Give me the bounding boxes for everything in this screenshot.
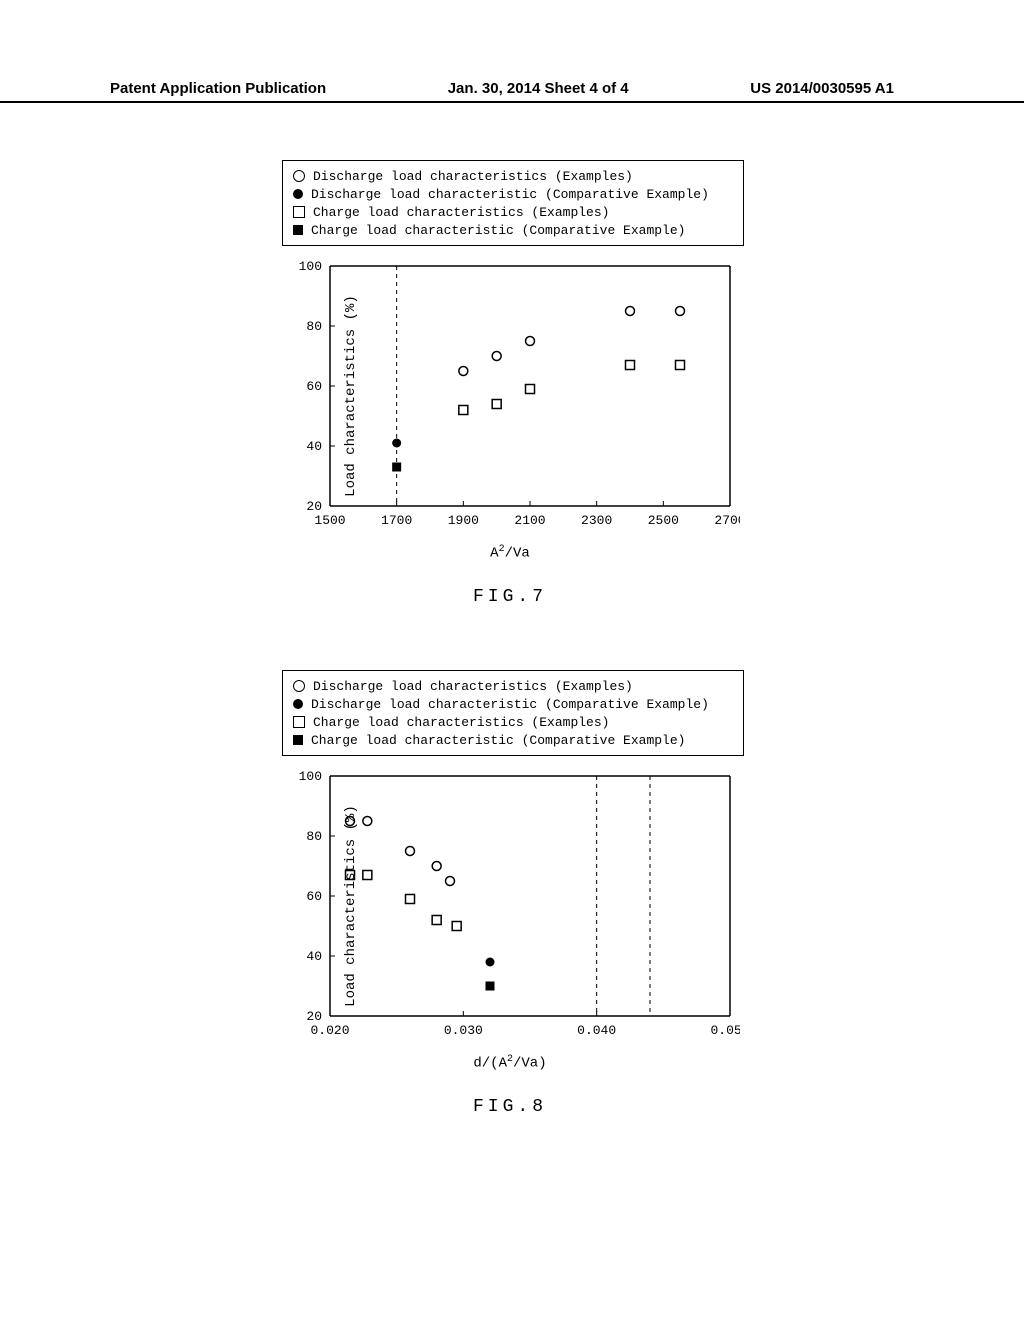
svg-text:40: 40 <box>306 949 322 964</box>
header-right: US 2014/0030595 A1 <box>750 80 894 97</box>
legend-row: Charge load characteristic (Comparative … <box>293 221 733 239</box>
xlabel-7: A2/Va <box>280 544 740 562</box>
marker-square-filled-icon <box>293 735 303 745</box>
ylabel-8: Load characteristics (%) <box>343 805 359 1007</box>
svg-text:40: 40 <box>306 439 322 454</box>
legend-text: Discharge load characteristic (Comparati… <box>311 187 709 202</box>
svg-text:0.040: 0.040 <box>577 1023 616 1038</box>
legend-row: Discharge load characteristics (Examples… <box>293 167 733 185</box>
svg-text:100: 100 <box>299 769 322 784</box>
legend-text: Discharge load characteristics (Examples… <box>313 169 633 184</box>
figure-7-wrapper: Discharge load characteristics (Examples… <box>200 160 800 607</box>
ylabel-7: Load characteristics (%) <box>343 295 359 497</box>
svg-text:0.030: 0.030 <box>444 1023 483 1038</box>
marker-square-open-icon <box>293 206 305 218</box>
legend-text: Charge load characteristic (Comparative … <box>311 223 685 238</box>
caption-7: FIG.7 <box>280 587 740 607</box>
caption-8: FIG.8 <box>280 1097 740 1117</box>
legend-box-7: Discharge load characteristics (Examples… <box>282 160 744 246</box>
plot-area-8: Load characteristics (%) 20 40 60 80 100 0.02… <box>280 766 800 1046</box>
svg-text:100: 100 <box>299 259 322 274</box>
legend-box-8: Discharge load characteristics (Examples… <box>282 670 744 756</box>
legend-row: Discharge load characteristics (Examples… <box>293 677 733 695</box>
svg-text:80: 80 <box>306 829 322 844</box>
marker-circle-open-icon <box>293 680 305 692</box>
marker-square-open-icon <box>293 716 305 728</box>
plot-area-7: Load characteristics (%) 20 40 60 80 100 1500… <box>280 256 800 536</box>
legend-text: Charge load characteristics (Examples) <box>313 205 609 220</box>
svg-text:20: 20 <box>306 499 322 514</box>
marker-square-filled-icon <box>293 225 303 235</box>
header-left: Patent Application Publication <box>110 80 326 97</box>
svg-text:0.050: 0.050 <box>710 1023 740 1038</box>
legend-text: Charge load characteristic (Comparative … <box>311 733 685 748</box>
svg-text:2300: 2300 <box>581 513 612 528</box>
legend-text: Discharge load characteristic (Comparati… <box>311 697 709 712</box>
svg-text:1700: 1700 <box>381 513 412 528</box>
svg-text:2500: 2500 <box>648 513 679 528</box>
svg-text:1500: 1500 <box>314 513 345 528</box>
svg-text:0.020: 0.020 <box>310 1023 349 1038</box>
svg-text:2700: 2700 <box>714 513 740 528</box>
legend-row: Discharge load characteristic (Comparati… <box>293 695 733 713</box>
xlabel-8: d/(A2/Va) <box>280 1054 740 1072</box>
patent-header: Patent Application Publication Jan. 30, … <box>0 76 1024 103</box>
svg-text:80: 80 <box>306 319 322 334</box>
figure-8-wrapper: Discharge load characteristics (Examples… <box>200 670 800 1117</box>
svg-text:1900: 1900 <box>448 513 479 528</box>
legend-text: Discharge load characteristics (Examples… <box>313 679 633 694</box>
marker-circle-filled-icon <box>293 699 303 709</box>
svg-text:60: 60 <box>306 379 322 394</box>
svg-text:60: 60 <box>306 889 322 904</box>
header-center: Jan. 30, 2014 Sheet 4 of 4 <box>448 80 629 97</box>
svg-text:20: 20 <box>306 1009 322 1024</box>
marker-circle-filled-icon <box>293 189 303 199</box>
legend-row: Charge load characteristics (Examples) <box>293 203 733 221</box>
legend-row: Charge load characteristic (Comparative … <box>293 731 733 749</box>
legend-row: Discharge load characteristic (Comparati… <box>293 185 733 203</box>
svg-text:2100: 2100 <box>514 513 545 528</box>
marker-circle-open-icon <box>293 170 305 182</box>
legend-row: Charge load characteristics (Examples) <box>293 713 733 731</box>
legend-text: Charge load characteristics (Examples) <box>313 715 609 730</box>
